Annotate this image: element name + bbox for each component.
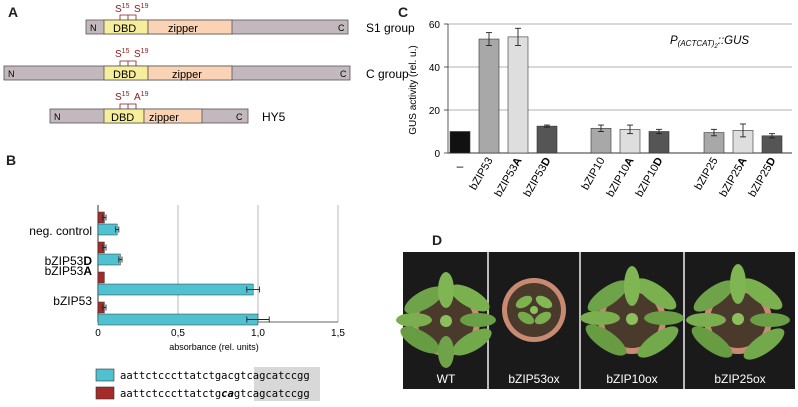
bar [507,36,529,154]
category-label: bZIP10A [604,155,636,199]
y-tick-label: 20 [429,106,441,117]
category-label: bZIP25 [692,156,720,193]
bar [449,131,471,154]
y-axis-label: GUS activity (rel. u.) [408,45,419,134]
category-label: bZIP10 [579,156,607,193]
sequence-wildtype: aattctcccttatctgacgtcagcatccgg [120,370,310,382]
phospho-site-2: A19 [134,91,149,103]
n-terminus: N [54,112,61,122]
panel-letter-c: C [398,4,409,20]
plant-bzip53ox [502,278,566,342]
x-tick-label: 0,5 [171,328,185,339]
bar [536,125,558,154]
bar [97,313,259,326]
bar [97,253,121,266]
n-terminus: N [8,69,15,79]
category-label: bZIP53D [521,155,553,199]
category-label: bZIP10D [633,155,665,199]
dbd-label: DBD [111,112,134,124]
promoter-label: P(ACTCAT)2::GUS [670,35,749,50]
group-label: HY5 [262,110,286,124]
photo-label-bzip53ox: bZIP53ox [508,372,559,386]
category-label: bZIP53 [53,294,92,308]
domain-row-c: N C DBD zipper S15 S19 C group [3,48,409,81]
sequence-highlight [254,367,320,401]
category-label: neg. control [29,224,92,238]
x-tick-label: 1,5 [331,328,345,339]
y-tick-label: 40 [429,63,441,74]
n-terminus: N [90,23,97,33]
zipper-domain [147,19,233,35]
category-label: bZIP25A [717,155,749,199]
zipper-domain [143,108,203,124]
bar [97,223,118,236]
y-tick-label: 60 [429,20,441,31]
phospho-bracket [119,60,137,66]
panel-d-photos: WT bZIP53ox bZIP10ox bZIP25ox [396,252,795,389]
panel-letter-d: D [432,232,443,248]
panel-a-domain-diagram: N C DBD zipper S15 S19 S1 group N C DBD … [3,3,415,124]
photo-label-bzip10ox: bZIP10ox [606,372,657,386]
category-label: – [457,159,464,173]
photo-label-wt: WT [437,372,456,386]
phospho-site-2: S19 [134,3,149,15]
panel-b-chart: neg. control bZIP53D bZIP53A bZIP53 0 0,… [29,205,345,401]
category-label: bZIP53D [45,254,93,268]
bar-layer [449,27,783,154]
bar [97,271,105,284]
x-axis-label: absorbance (rel. units) [169,342,259,352]
sequence-legend: aattctcccttatctgacgtcagcatccgg aattctccc… [95,367,320,401]
phospho-site-1: S15 [115,3,130,15]
zipper-domain [147,65,233,81]
x-tick-label: 0 [95,328,101,339]
zipper-label: zipper [168,23,198,35]
plant-bzip25ox [686,264,790,360]
dbd-label: DBD [113,69,136,81]
y-tick-label: 0 [434,149,440,160]
phospho-bracket [119,103,137,109]
phospho-site-1: S15 [115,48,130,60]
bar [97,283,254,296]
group-label: C group [366,67,409,81]
category-label: bZIP25D [746,155,778,199]
c-terminus: C [340,69,347,79]
bar [648,131,670,154]
plant-wt [396,272,496,368]
plant-bzip10ox [580,266,684,358]
c-terminus: C [236,112,243,122]
category-label: bZIP53A [492,155,524,199]
panel-letter-b: B [6,152,17,168]
bar [478,38,500,154]
legend-swatch-cyan [95,368,115,382]
phospho-site-2: S19 [134,48,149,60]
zipper-label: zipper [149,112,179,124]
panel-c-chart: 60 40 20 0 GUS activity (rel. u.) P(ACTC… [408,20,792,199]
x-tick-label: 1,0 [251,328,265,339]
photo-label-bzip25ox: bZIP25ox [714,372,765,386]
category-label: bZIP53 [467,156,495,193]
phospho-bracket [119,14,137,20]
group-label: S1 group [366,21,415,35]
sequence-mutant: aattctcccttatctgcagtcagcatccgg [120,388,310,400]
phospho-site-1: S15 [115,91,130,103]
domain-row-hy5: N C DBD zipper S15 A19 HY5 [49,91,286,124]
domain-row-s1: N C DBD zipper S15 S19 S1 group [85,3,415,35]
zipper-label: zipper [172,69,202,81]
bar-layer [97,211,270,326]
bar [590,127,612,154]
c-terminus: C [338,23,345,33]
dbd-label: DBD [113,23,136,35]
legend-swatch-red [95,386,115,400]
panel-letter-a: A [8,4,19,20]
category-label: bZIP53A [45,264,93,278]
